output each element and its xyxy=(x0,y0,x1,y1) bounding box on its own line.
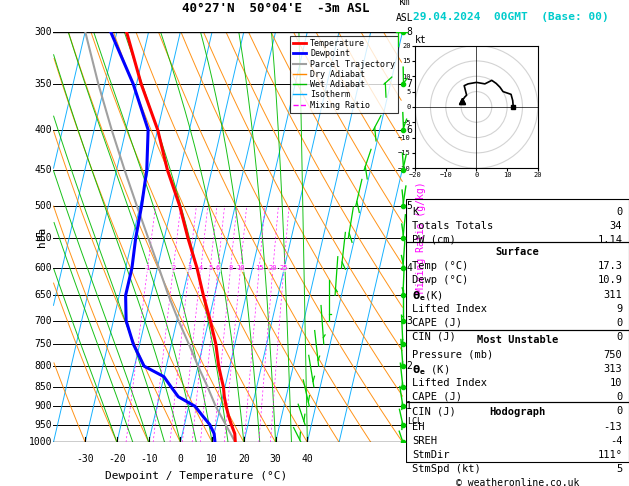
Text: 25: 25 xyxy=(280,265,288,271)
Text: 350: 350 xyxy=(34,79,52,89)
Bar xyxy=(406,330,629,402)
Text: CIN (J): CIN (J) xyxy=(413,332,456,342)
Text: StmDir: StmDir xyxy=(413,450,450,460)
Text: -20: -20 xyxy=(108,454,126,464)
Text: hPa: hPa xyxy=(37,227,47,247)
Text: 9: 9 xyxy=(616,304,622,313)
Text: © weatheronline.co.uk: © weatheronline.co.uk xyxy=(455,478,579,486)
Text: 5: 5 xyxy=(208,265,213,271)
Text: 10: 10 xyxy=(206,454,218,464)
Text: 10.9: 10.9 xyxy=(598,276,622,285)
Text: LCL: LCL xyxy=(408,417,422,426)
Text: 1: 1 xyxy=(406,401,412,411)
Text: 17.3: 17.3 xyxy=(598,261,622,271)
Text: 15: 15 xyxy=(255,265,264,271)
Text: 10: 10 xyxy=(237,265,245,271)
Text: Dewp (°C): Dewp (°C) xyxy=(413,276,469,285)
Text: -4: -4 xyxy=(610,436,622,446)
Text: Lifted Index: Lifted Index xyxy=(413,378,487,388)
Text: 6: 6 xyxy=(406,125,412,135)
Text: 5: 5 xyxy=(406,201,412,211)
Text: SREH: SREH xyxy=(413,436,437,446)
Text: Temp (°C): Temp (°C) xyxy=(413,261,469,271)
Text: 30: 30 xyxy=(270,454,282,464)
Text: 950: 950 xyxy=(34,420,52,430)
Text: 20: 20 xyxy=(269,265,277,271)
Text: 400: 400 xyxy=(34,125,52,135)
Text: CIN (J): CIN (J) xyxy=(413,406,456,416)
Text: 1.14: 1.14 xyxy=(598,235,622,245)
Text: 5: 5 xyxy=(616,464,622,474)
Text: 8: 8 xyxy=(228,265,233,271)
Text: 4: 4 xyxy=(406,263,412,273)
Text: 0: 0 xyxy=(616,332,622,342)
Text: Totals Totals: Totals Totals xyxy=(413,221,494,231)
Text: 29.04.2024  00GMT  (Base: 00): 29.04.2024 00GMT (Base: 00) xyxy=(413,12,609,22)
Bar xyxy=(406,402,629,463)
Text: $\bf{\theta_e}$(K): $\bf{\theta_e}$(K) xyxy=(413,290,443,303)
Text: 650: 650 xyxy=(34,290,52,300)
Text: 0: 0 xyxy=(616,392,622,402)
Text: 2: 2 xyxy=(406,361,412,371)
Text: CAPE (J): CAPE (J) xyxy=(413,318,462,328)
Text: 700: 700 xyxy=(34,315,52,326)
Text: StmSpd (kt): StmSpd (kt) xyxy=(413,464,481,474)
Text: km: km xyxy=(399,0,411,7)
Text: Most Unstable: Most Unstable xyxy=(477,335,558,346)
Text: 1: 1 xyxy=(145,265,150,271)
Text: 3: 3 xyxy=(187,265,191,271)
Text: Pressure (mb): Pressure (mb) xyxy=(413,349,494,360)
Text: 34: 34 xyxy=(610,221,622,231)
Text: 900: 900 xyxy=(34,401,52,411)
Legend: Temperature, Dewpoint, Parcel Trajectory, Dry Adiabat, Wet Adiabat, Isotherm, Mi: Temperature, Dewpoint, Parcel Trajectory… xyxy=(290,36,398,113)
Text: 0: 0 xyxy=(177,454,183,464)
Text: Mixing Ratio (g/kg): Mixing Ratio (g/kg) xyxy=(416,181,426,293)
Text: 500: 500 xyxy=(34,201,52,211)
Text: $\bf{\theta_e}$ (K): $\bf{\theta_e}$ (K) xyxy=(413,364,450,377)
Text: Dewpoint / Temperature (°C): Dewpoint / Temperature (°C) xyxy=(105,471,287,481)
Text: kt: kt xyxy=(415,35,427,45)
Text: 300: 300 xyxy=(34,27,52,36)
Text: 0: 0 xyxy=(616,207,622,217)
Text: 40°27'N  50°04'E  -3m ASL: 40°27'N 50°04'E -3m ASL xyxy=(182,2,369,15)
Text: Surface: Surface xyxy=(496,247,539,257)
Text: 800: 800 xyxy=(34,361,52,371)
Text: K: K xyxy=(413,207,419,217)
Text: 2: 2 xyxy=(171,265,175,271)
Text: Hodograph: Hodograph xyxy=(489,407,545,417)
Text: 550: 550 xyxy=(34,233,52,243)
Text: -13: -13 xyxy=(604,422,622,432)
Text: 4: 4 xyxy=(199,265,203,271)
Text: 7: 7 xyxy=(406,79,412,89)
Text: 0: 0 xyxy=(616,406,622,416)
Text: 450: 450 xyxy=(34,165,52,175)
Text: -30: -30 xyxy=(76,454,94,464)
Text: 1000: 1000 xyxy=(28,437,52,447)
Text: 313: 313 xyxy=(604,364,622,374)
Bar xyxy=(406,199,629,242)
Text: 20: 20 xyxy=(238,454,250,464)
Text: 40: 40 xyxy=(301,454,313,464)
Bar xyxy=(406,242,629,330)
Text: ASL: ASL xyxy=(396,14,414,23)
Text: EH: EH xyxy=(413,422,425,432)
Text: 600: 600 xyxy=(34,263,52,273)
Text: 750: 750 xyxy=(34,339,52,349)
Text: 0: 0 xyxy=(616,318,622,328)
Text: 6: 6 xyxy=(216,265,220,271)
Text: -10: -10 xyxy=(140,454,157,464)
Text: 10: 10 xyxy=(610,378,622,388)
Text: 311: 311 xyxy=(604,290,622,299)
Text: 3: 3 xyxy=(406,315,412,326)
Text: PW (cm): PW (cm) xyxy=(413,235,456,245)
Text: 750: 750 xyxy=(604,349,622,360)
Text: Lifted Index: Lifted Index xyxy=(413,304,487,313)
Text: CAPE (J): CAPE (J) xyxy=(413,392,462,402)
Text: 8: 8 xyxy=(406,27,412,36)
Text: 111°: 111° xyxy=(598,450,622,460)
Text: 850: 850 xyxy=(34,382,52,392)
